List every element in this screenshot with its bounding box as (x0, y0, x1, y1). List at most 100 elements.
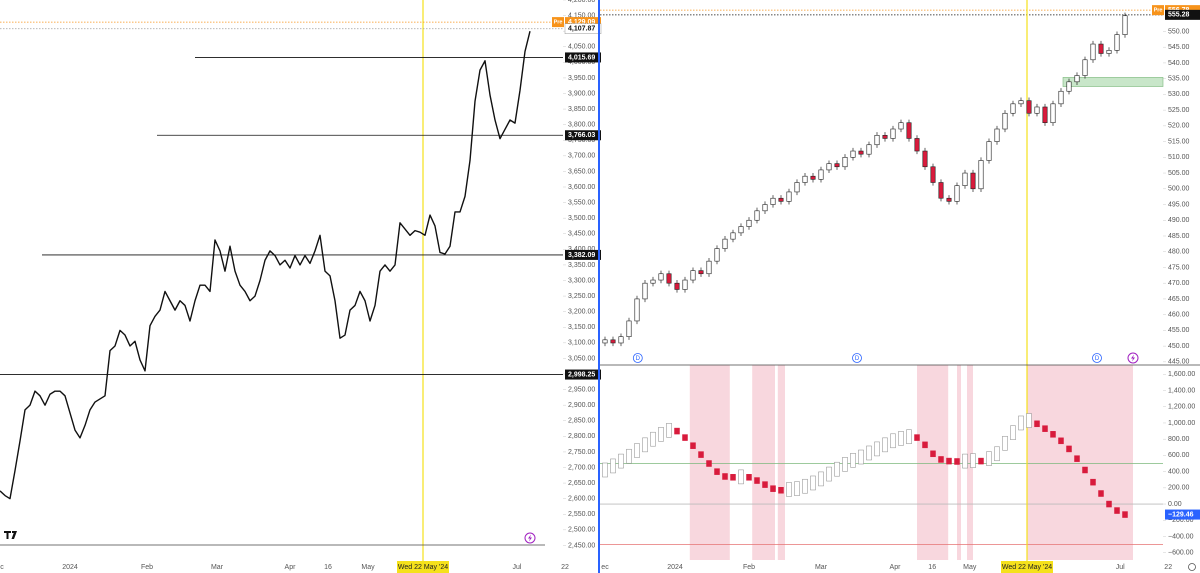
oscillator-box (1050, 431, 1056, 438)
y-tick-label: 4,200.00 (568, 0, 595, 4)
y-tick-label: 495.00 (1168, 201, 1190, 208)
alert-circle[interactable] (1127, 352, 1139, 364)
oscillator-box (1090, 478, 1096, 486)
candle-body (962, 172, 968, 186)
y-tick-label: 460.00 (1168, 311, 1190, 318)
y-tick-label: 2,700.00 (568, 464, 595, 471)
y-tick-label: 505.00 (1168, 170, 1190, 177)
oscillator-box (682, 434, 688, 441)
oscillator-box (1106, 500, 1112, 508)
candle-body (1090, 43, 1096, 61)
oscillator-box (642, 437, 648, 453)
oscillator-box (754, 477, 760, 484)
oscillator-box (1026, 413, 1032, 428)
candle-body (642, 282, 648, 300)
oscillator-box (666, 423, 672, 438)
x-tick-label: 16 (324, 564, 332, 571)
x-tick-label: Jul (513, 564, 522, 571)
y-tick-label: 3,900.00 (568, 90, 595, 97)
candle-body (818, 169, 824, 180)
y-tick-label: 2,450.00 (568, 542, 595, 549)
oscillator-box (618, 453, 624, 469)
y-tick-label: −200.00 (1168, 517, 1194, 524)
y-tick-label: 3,600.00 (568, 184, 595, 191)
candle-body (1042, 106, 1048, 124)
candle-body (1050, 103, 1056, 124)
alert-icon[interactable] (1127, 352, 1139, 364)
y-tick-label: 530.00 (1168, 91, 1190, 98)
y-tick-label: 2,500.00 (568, 527, 595, 534)
candle-body (1074, 75, 1080, 83)
x-tick-label: Apr (890, 564, 902, 571)
oscillator-box (1098, 490, 1104, 497)
candle-body (1114, 34, 1120, 51)
oscillator-box (722, 473, 728, 480)
y-tick-label: 2,550.00 (568, 511, 595, 518)
last-price-box (564, 23, 602, 34)
x-tick-label: 2024 (62, 564, 78, 571)
y-tick-label: 540.00 (1168, 60, 1190, 67)
oscillator-box (794, 481, 800, 496)
alert-icon[interactable] (524, 532, 536, 544)
candle-body (1066, 81, 1072, 92)
oscillator-box (762, 481, 768, 488)
y-tick-label: 3,850.00 (568, 106, 595, 113)
x-tick-label: May (361, 564, 375, 571)
oscillator-box (730, 474, 736, 481)
y-tick-label: 490.00 (1168, 217, 1190, 224)
oscillator-box (802, 478, 808, 494)
candle-body (882, 135, 888, 139)
oscillator-box (866, 445, 872, 461)
y-tick-label: 3,650.00 (568, 168, 595, 175)
oscillator-box (986, 451, 992, 466)
candle-body (794, 182, 800, 193)
candle-body (826, 163, 832, 171)
candle-body (682, 279, 688, 290)
candle-body (770, 197, 776, 205)
y-tick-label: 525.00 (1168, 107, 1190, 114)
candle-body (674, 282, 680, 290)
candle-body (1002, 112, 1008, 130)
last-value-label: −129.46 (1168, 511, 1194, 518)
y-tick-label: 2,900.00 (568, 402, 595, 409)
x-tick-label: Feb (743, 564, 755, 571)
oscillator-box (818, 471, 824, 487)
oscillator-box (962, 453, 968, 469)
candle-body (722, 238, 728, 249)
y-tick-label: 3,800.00 (568, 122, 595, 129)
alert-circle[interactable] (524, 532, 536, 544)
y-tick-label: 3,500.00 (568, 215, 595, 222)
oscillator-box (674, 427, 680, 435)
candle-body (970, 172, 976, 190)
date-badge-label: Wed 22 May '24 (398, 564, 448, 571)
y-tick-label: 3,400.00 (568, 246, 595, 253)
oscillator-box (914, 434, 920, 441)
oscillator-box (826, 466, 832, 482)
candle-body (1010, 103, 1016, 114)
settings-icon[interactable] (1188, 563, 1196, 571)
oscillator-box (658, 427, 664, 442)
y-tick-label: 520.00 (1168, 123, 1190, 130)
y-tick-label: 475.00 (1168, 264, 1190, 271)
candle-body (738, 226, 744, 234)
candle-body (786, 191, 792, 202)
pre-tag-box (1152, 5, 1164, 16)
candle-body (1106, 50, 1112, 54)
y-tick-label: 3,250.00 (568, 293, 595, 300)
y-tick-label: 1,200.00 (1168, 404, 1195, 411)
y-tick-label: 500.00 (1168, 186, 1190, 193)
x-tick-label: Jul (1116, 564, 1125, 571)
candle-body (946, 197, 952, 202)
last-price-box (1165, 9, 1200, 20)
price-line (0, 30, 531, 500)
candle-body (938, 182, 944, 199)
oscillator-box (786, 482, 792, 497)
candle-body (874, 135, 880, 146)
x-tick-label: ec (601, 564, 609, 571)
pre-tag: Pre (1154, 8, 1163, 14)
candle-body (898, 122, 904, 130)
oscillator-box (634, 443, 640, 458)
candle-body (1034, 106, 1040, 114)
oscillator-box (1034, 420, 1040, 428)
